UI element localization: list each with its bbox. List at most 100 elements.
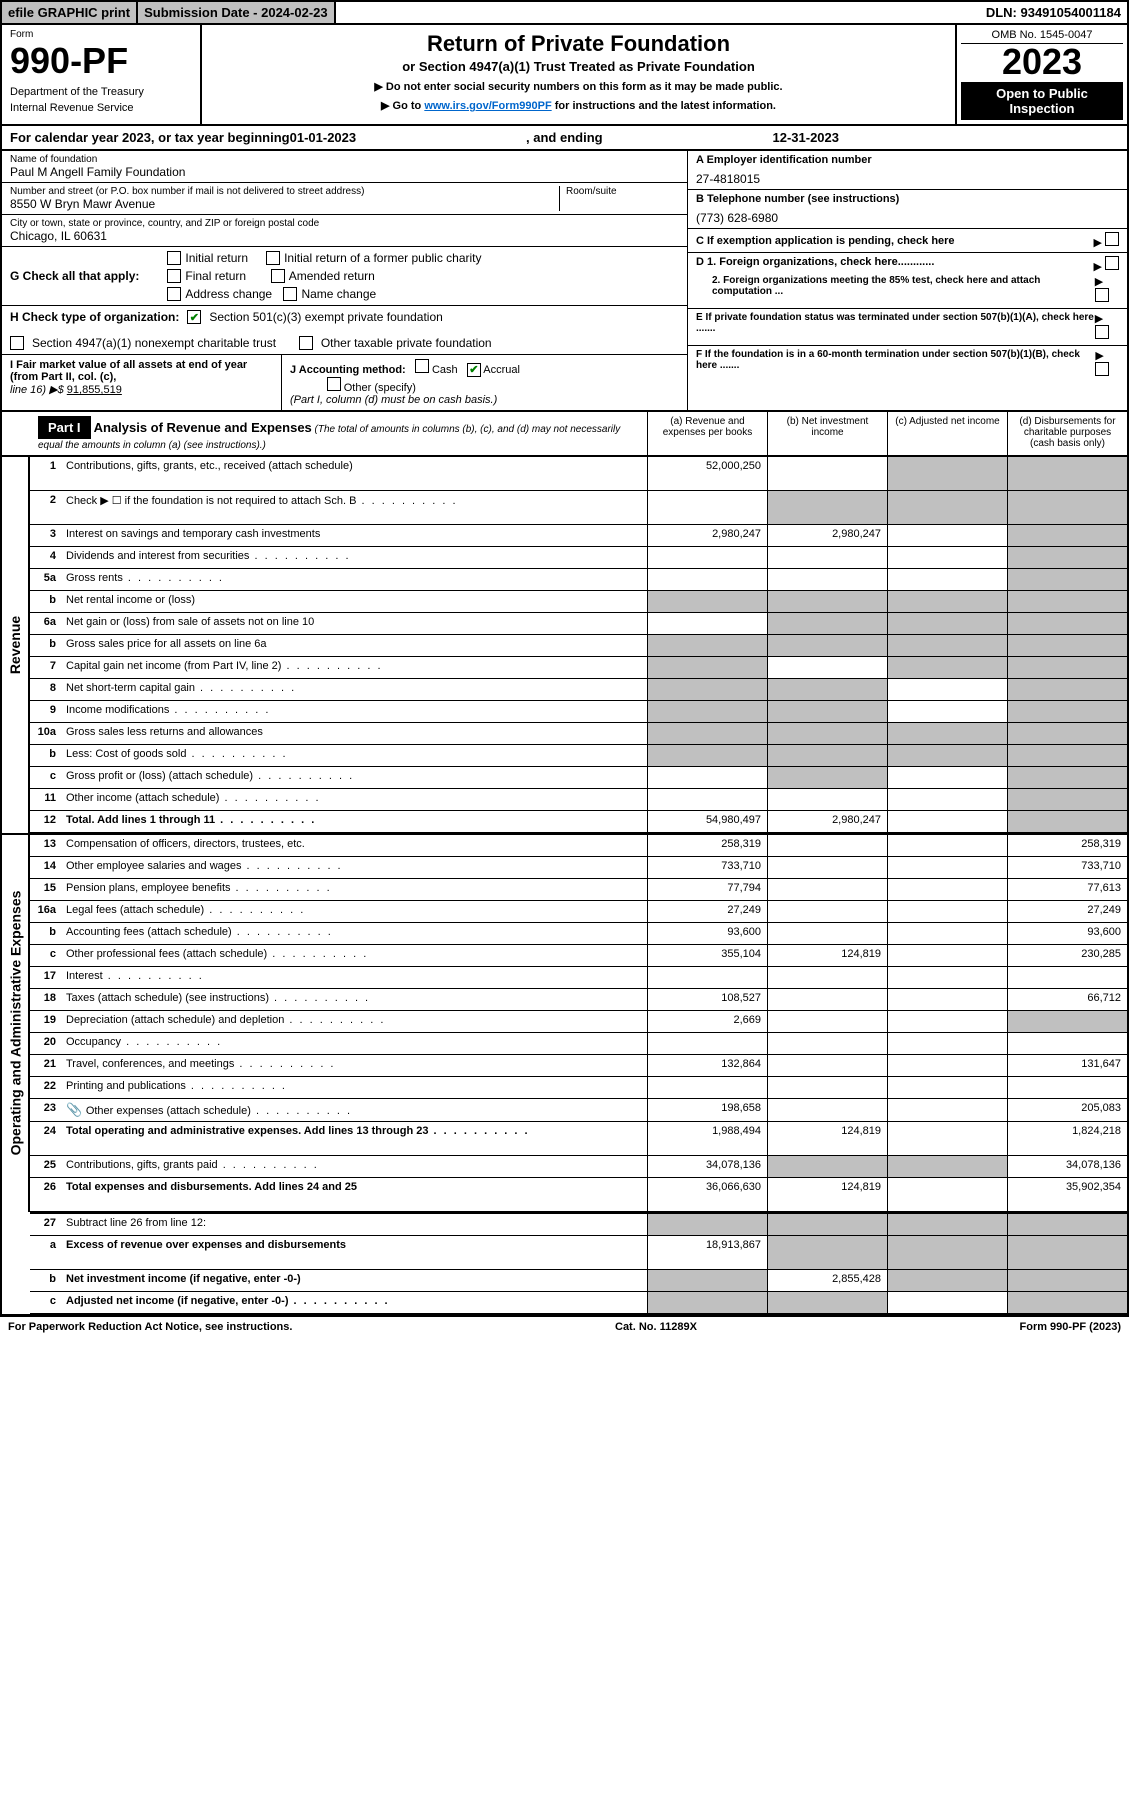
line-number: b	[30, 923, 62, 944]
data-cell	[1007, 745, 1127, 766]
address-change-checkbox[interactable]	[167, 287, 181, 301]
data-cell: 108,527	[647, 989, 767, 1010]
line-row: 26Total expenses and disbursements. Add …	[30, 1178, 1127, 1212]
data-cell	[887, 657, 1007, 678]
line-number: 8	[30, 679, 62, 700]
data-cell: 34,078,136	[1007, 1156, 1127, 1177]
ein-cell: A Employer identification number 27-4818…	[688, 151, 1127, 190]
data-cell: 131,647	[1007, 1055, 1127, 1076]
accrual-checkbox[interactable]	[467, 363, 481, 377]
data-cell: 198,658	[647, 1099, 767, 1121]
line-row: aExcess of revenue over expenses and dis…	[30, 1236, 1127, 1270]
line-number: 25	[30, 1156, 62, 1177]
line-number: 17	[30, 967, 62, 988]
title-box: Return of Private Foundation or Section …	[202, 25, 957, 124]
d2-checkbox[interactable]	[1095, 288, 1109, 302]
line-row: 20Occupancy	[30, 1033, 1127, 1055]
bottom-section: 27Subtract line 26 from line 12:aExcess …	[30, 1212, 1127, 1314]
line-row: bNet rental income or (loss)	[30, 591, 1127, 613]
data-cell	[767, 745, 887, 766]
line-number: 15	[30, 879, 62, 900]
line-number: 6a	[30, 613, 62, 634]
other-taxable-checkbox[interactable]	[299, 336, 313, 350]
line-number: b	[30, 591, 62, 612]
f-checkbox[interactable]	[1095, 362, 1109, 376]
data-cell	[767, 547, 887, 568]
data-cell	[887, 879, 1007, 900]
501c3-checkbox[interactable]	[187, 310, 201, 324]
data-cell	[767, 879, 887, 900]
line-number: 26	[30, 1178, 62, 1211]
data-cell	[887, 1077, 1007, 1098]
initial-return-checkbox[interactable]	[167, 251, 181, 265]
data-cell: 2,980,247	[767, 811, 887, 832]
line-row: 27Subtract line 26 from line 12:	[30, 1214, 1127, 1236]
data-cell	[887, 923, 1007, 944]
data-cell: 124,819	[767, 945, 887, 966]
amended-return-checkbox[interactable]	[271, 269, 285, 283]
line-row: 19Depreciation (attach schedule) and dep…	[30, 1011, 1127, 1033]
data-cell: 27,249	[1007, 901, 1127, 922]
name-change-checkbox[interactable]	[283, 287, 297, 301]
line-description: Income modifications	[62, 701, 647, 722]
data-cell	[767, 901, 887, 922]
other-method-checkbox[interactable]	[327, 377, 341, 391]
tax-year: 2023	[961, 44, 1123, 80]
data-cell	[647, 547, 767, 568]
data-cell	[1007, 457, 1127, 490]
line-row: 6aNet gain or (loss) from sale of assets…	[30, 613, 1127, 635]
c-checkbox[interactable]	[1105, 232, 1119, 246]
data-cell: 66,712	[1007, 989, 1127, 1010]
data-cell	[1007, 789, 1127, 810]
cash-checkbox[interactable]	[415, 359, 429, 373]
initial-public-checkbox[interactable]	[266, 251, 280, 265]
irs-link[interactable]: www.irs.gov/Form990PF	[424, 100, 551, 112]
line-description: Net gain or (loss) from sale of assets n…	[62, 613, 647, 634]
data-cell	[767, 701, 887, 722]
line-row: 25Contributions, gifts, grants paid 34,07…	[30, 1156, 1127, 1178]
data-cell	[1007, 591, 1127, 612]
line-number: b	[30, 745, 62, 766]
efile-label: efile GRAPHIC print	[2, 2, 138, 23]
e-checkbox[interactable]	[1095, 325, 1109, 339]
data-cell	[767, 569, 887, 590]
data-cell	[647, 1077, 767, 1098]
data-cell	[767, 923, 887, 944]
data-cell	[887, 1214, 1007, 1235]
line-description: Other employee salaries and wages	[62, 857, 647, 878]
data-cell	[887, 967, 1007, 988]
data-cell	[647, 591, 767, 612]
line-row: 7Capital gain net income (from Part IV, …	[30, 657, 1127, 679]
line-description: Compensation of officers, directors, tru…	[62, 835, 647, 856]
data-cell	[767, 1077, 887, 1098]
fmv-value: 91,855,519	[67, 384, 122, 396]
line-row: 8Net short-term capital gain	[30, 679, 1127, 701]
data-cell	[1007, 1270, 1127, 1291]
data-cell: 230,285	[1007, 945, 1127, 966]
line-description: Contributions, gifts, grants paid	[62, 1156, 647, 1177]
line-number: 1	[30, 457, 62, 490]
data-cell	[767, 1055, 887, 1076]
line-row: 9Income modifications	[30, 701, 1127, 723]
line-number: 11	[30, 789, 62, 810]
final-return-checkbox[interactable]	[167, 269, 181, 283]
col-d-head: (d) Disbursements for charitable purpose…	[1007, 412, 1127, 455]
data-cell	[887, 1178, 1007, 1211]
data-cell	[647, 967, 767, 988]
data-cell: 1,824,218	[1007, 1122, 1127, 1155]
data-cell	[887, 1033, 1007, 1054]
data-cell	[1007, 679, 1127, 700]
d1-checkbox[interactable]	[1105, 256, 1119, 270]
line-number: 22	[30, 1077, 62, 1098]
4947-checkbox[interactable]	[10, 336, 24, 350]
data-cell	[767, 1292, 887, 1313]
expenses-section: Operating and Administrative Expenses 13…	[2, 833, 1127, 1212]
data-cell	[1007, 657, 1127, 678]
data-cell	[1007, 967, 1127, 988]
line-number: 7	[30, 657, 62, 678]
data-cell	[767, 1156, 887, 1177]
data-cell	[1007, 701, 1127, 722]
d-foreign-cell: D 1. Foreign organizations, check here..…	[688, 253, 1127, 309]
line-row: cOther professional fees (attach schedul…	[30, 945, 1127, 967]
paperwork-notice: For Paperwork Reduction Act Notice, see …	[8, 1321, 292, 1333]
